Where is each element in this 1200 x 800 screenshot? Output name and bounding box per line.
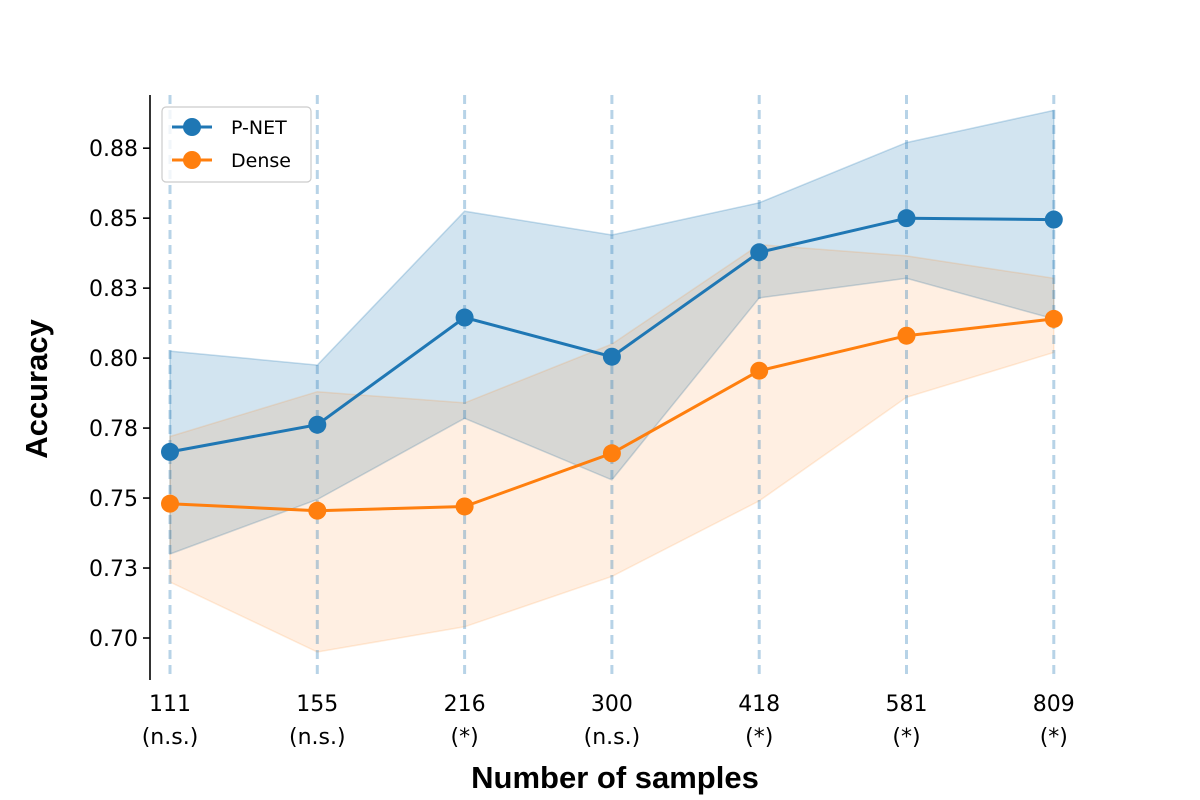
legend-swatch-marker [183, 151, 201, 169]
y-tick-label: 0.73 [89, 557, 138, 582]
x-tick-label: 581 [886, 692, 928, 717]
x-tick-label: 111 [149, 692, 191, 717]
y-tick-label: 0.75 [89, 487, 138, 512]
x-tick-significance: (*) [1040, 725, 1068, 750]
series-lines [161, 209, 1063, 520]
x-tick-label: 418 [738, 692, 780, 717]
y-tick-label: 0.78 [89, 417, 138, 442]
x-tick-significance: (*) [892, 725, 920, 750]
y-axis: 0.70 0.73 0.75 0.78 0.80 0.83 0.85 0.88 [89, 95, 151, 680]
data-point-dense [1044, 309, 1063, 328]
x-tick-significance: (n.s.) [142, 725, 199, 750]
y-tick-label: 0.83 [89, 277, 138, 302]
x-tick-significance: (*) [745, 725, 773, 750]
data-point-p-net [897, 209, 916, 228]
x-tick-label: 155 [296, 692, 338, 717]
data-point-dense [455, 497, 474, 516]
legend: P-NET Dense [161, 106, 312, 183]
legend-label: P-NET [231, 117, 287, 139]
reference-lines [168, 95, 1056, 680]
data-point-dense [750, 361, 769, 380]
y-tick-label: 0.88 [89, 137, 138, 162]
data-point-p-net [750, 243, 769, 262]
x-tick-significance: (n.s.) [289, 725, 346, 750]
x-axis-ticks: 111 (n.s.) 155 (n.s.) 216 (*) 300 (n.s.) 418 (*) 5… [142, 692, 1075, 750]
x-tick-label: 300 [591, 692, 633, 717]
data-point-p-net [455, 308, 474, 327]
x-tick-significance: (*) [451, 725, 479, 750]
legend-swatch-marker [183, 118, 201, 136]
x-tick-label: 216 [444, 692, 486, 717]
y-tick-label: 0.70 [89, 627, 138, 652]
y-tick-label: 0.80 [89, 347, 138, 372]
data-point-p-net [161, 442, 179, 461]
legend-label: Dense [231, 150, 291, 172]
data-point-p-net [602, 347, 621, 366]
y-axis-title: Accuracy [19, 318, 54, 458]
data-point-dense [161, 494, 179, 513]
data-point-p-net [1044, 210, 1063, 229]
x-tick-significance: (n.s.) [584, 725, 641, 750]
x-tick-label: 809 [1033, 692, 1075, 717]
data-point-dense [308, 501, 327, 520]
y-tick-label: 0.85 [89, 207, 138, 232]
data-point-dense [602, 444, 621, 463]
data-point-dense [897, 326, 916, 345]
x-axis-title: Number of samples [471, 760, 759, 795]
data-point-p-net [308, 415, 327, 434]
